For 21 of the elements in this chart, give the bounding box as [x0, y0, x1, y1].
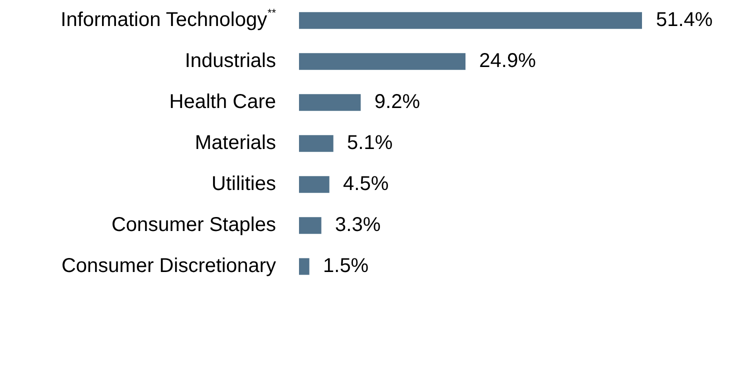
y-tick-label: Information Technology**: [60, 8, 277, 32]
y-tick-label: Consumer Discretionary: [61, 255, 276, 278]
bar: [299, 12, 642, 29]
data-label: 24.9%: [479, 50, 536, 72]
bar: [299, 217, 322, 234]
data-label: 1.5%: [323, 255, 369, 278]
y-tick-label: Consumer Staples: [111, 214, 276, 236]
bar: [299, 176, 330, 193]
y-tick-label: Industrials: [184, 50, 276, 72]
data-label: 51.4%: [656, 9, 713, 32]
bar: [299, 135, 334, 152]
data-label: 4.5%: [343, 173, 389, 196]
bar: [299, 53, 466, 70]
data-label: 3.3%: [335, 214, 381, 236]
y-tick-label: Materials: [194, 132, 276, 154]
data-label: 5.1%: [347, 132, 393, 154]
data-label: 9.2%: [374, 91, 420, 114]
bar: [299, 94, 361, 111]
y-tick-label: Health Care: [169, 91, 276, 114]
bar: [299, 258, 310, 275]
y-tick-label: Utilities: [212, 173, 276, 196]
